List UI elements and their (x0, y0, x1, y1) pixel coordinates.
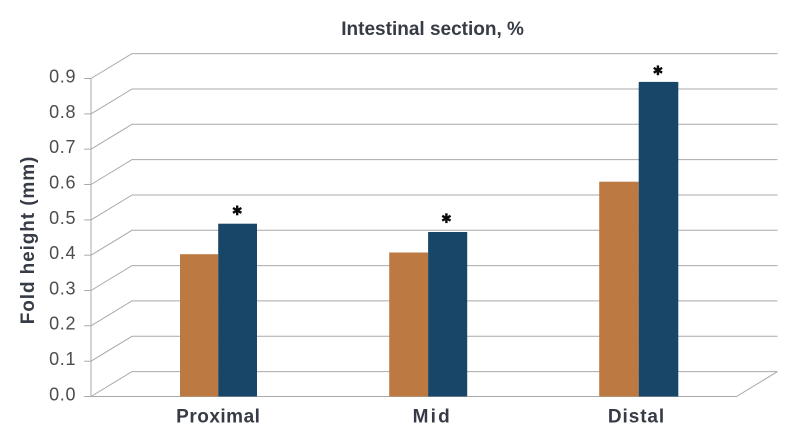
svg-text:0.1: 0.1 (49, 349, 76, 369)
svg-text:Mid: Mid (413, 406, 452, 427)
svg-text:0.3: 0.3 (49, 278, 76, 298)
svg-text:Fold height (mm): Fold height (mm) (18, 156, 39, 325)
svg-text:0.0: 0.0 (49, 384, 76, 404)
svg-text:0.5: 0.5 (49, 208, 76, 228)
svg-text:0.9: 0.9 (49, 66, 76, 86)
svg-text:Intestinal section, %: Intestinal section, % (341, 19, 524, 40)
svg-text:0.4: 0.4 (49, 243, 76, 263)
svg-text:0.6: 0.6 (49, 172, 76, 192)
svg-text:0.2: 0.2 (49, 314, 76, 334)
svg-text:Proximal: Proximal (176, 406, 260, 427)
svg-text:0.8: 0.8 (49, 102, 76, 122)
svg-text:0.7: 0.7 (49, 137, 76, 157)
svg-text:Distal: Distal (608, 406, 665, 427)
